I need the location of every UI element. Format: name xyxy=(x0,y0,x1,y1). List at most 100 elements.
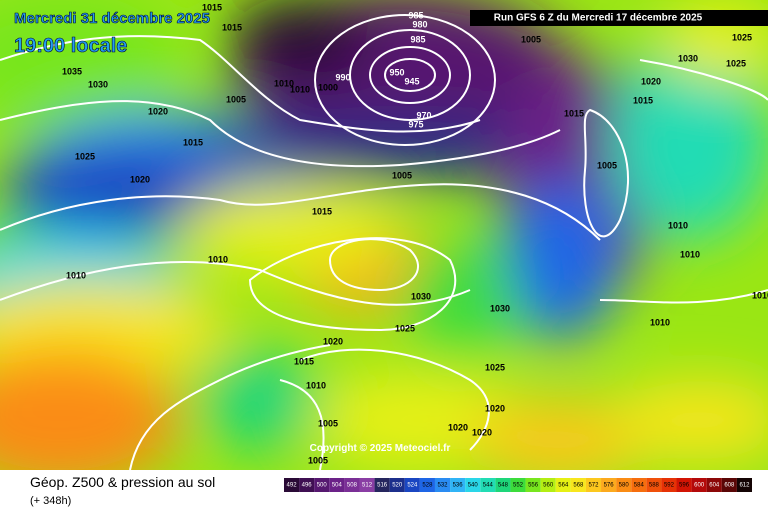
scale-label: 524 xyxy=(407,483,418,489)
isobar-label: 1005 xyxy=(392,170,412,180)
isobar-label: 1010 xyxy=(290,84,310,94)
scale-label: 596 xyxy=(679,483,690,489)
color-swatch xyxy=(525,478,541,492)
color-swatch xyxy=(736,478,752,492)
scale-label: 580 xyxy=(619,483,630,489)
isobar-label: 1010 xyxy=(66,270,86,280)
color-swatch xyxy=(691,478,707,492)
color-swatch xyxy=(631,478,647,492)
color-swatch xyxy=(510,478,526,492)
isobar-label: 970 xyxy=(416,110,431,120)
color-swatch xyxy=(374,478,390,492)
isobar-label: 1020 xyxy=(448,422,468,432)
scale-label: 556 xyxy=(528,483,539,489)
isobar-label: 1030 xyxy=(678,53,698,63)
color-swatch xyxy=(344,478,360,492)
valid-time: 19:00 locale xyxy=(14,35,127,57)
scale-label: 520 xyxy=(392,483,403,489)
isobar-label: 945 xyxy=(404,76,419,86)
isobar-label: 1025 xyxy=(732,32,752,42)
footer-title: Géop. Z500 & pression au sol xyxy=(30,474,215,490)
color-swatch xyxy=(585,478,602,492)
isobar-label: 1010 xyxy=(208,254,228,264)
copyright: Copyright © 2025 Meteociel.fr xyxy=(310,443,451,454)
color-swatch xyxy=(389,478,405,492)
color-swatch xyxy=(570,478,586,492)
isobar-label: 1015 xyxy=(633,95,653,105)
isobar-label: 980 xyxy=(412,19,427,29)
color-swatch xyxy=(329,478,345,492)
scale-label: 528 xyxy=(422,483,433,489)
isobar-labels: 1015101510351030102010251020101510051010… xyxy=(62,2,768,465)
scale-label: 608 xyxy=(724,483,735,489)
isobar-label: 1030 xyxy=(490,303,510,313)
color-swatch xyxy=(676,478,692,492)
isobar-label: 1015 xyxy=(294,356,314,366)
scale-label: 512 xyxy=(362,483,373,489)
color-scale: 492 496 500 504 508 512 516 520 524 528 532 536 540 5… xyxy=(284,478,752,492)
scale-label: 544 xyxy=(483,483,494,489)
color-swatch xyxy=(540,478,556,492)
scale-label: 496 xyxy=(302,483,313,489)
isobar-label: 1005 xyxy=(597,160,617,170)
isobar-label: 1005 xyxy=(226,94,246,104)
scale-label: 560 xyxy=(543,483,554,489)
color-swatch xyxy=(495,478,511,492)
isobar-label: 1030 xyxy=(88,79,108,89)
isobar-label: 1010 xyxy=(650,317,670,327)
color-swatch xyxy=(299,478,315,492)
scale-label: 564 xyxy=(558,483,569,489)
isobar-label: 1020 xyxy=(148,106,168,116)
color-swatch xyxy=(480,478,496,492)
isobar-label: 985 xyxy=(408,10,423,20)
isobar-label: 1020 xyxy=(323,336,343,346)
color-swatch xyxy=(646,478,662,492)
scale-label: 572 xyxy=(588,483,599,489)
scale-label: 604 xyxy=(709,483,720,489)
color-swatch xyxy=(314,478,330,492)
isobar-label: 1015 xyxy=(312,206,332,216)
color-swatch xyxy=(555,478,571,492)
scale-label: 592 xyxy=(664,483,675,489)
isobar-label: 1025 xyxy=(75,151,95,161)
isobar-label: 1030 xyxy=(411,291,431,301)
scale-label: 536 xyxy=(453,483,464,489)
isobar-label: 1010 xyxy=(668,220,688,230)
color-swatch xyxy=(359,478,375,492)
isobar-label: 975 xyxy=(408,119,423,129)
isobar-label: 1005 xyxy=(521,34,541,44)
scale-label: 600 xyxy=(694,483,705,489)
isobar-label: 1020 xyxy=(485,403,505,413)
isobars xyxy=(0,14,768,470)
scale-label: 504 xyxy=(332,483,343,489)
color-swatch xyxy=(601,478,617,492)
isobar-label: 1000 xyxy=(318,82,338,92)
color-swatch xyxy=(404,478,420,492)
color-swatch xyxy=(706,478,722,492)
isobar-label: 950 xyxy=(389,67,404,77)
color-swatch xyxy=(419,478,435,492)
scale-label: 576 xyxy=(604,483,615,489)
isobar-label: 1010 xyxy=(306,380,326,390)
forecast-lead: (+ 348h) xyxy=(30,495,71,507)
color-swatch xyxy=(450,478,466,492)
color-swatch xyxy=(616,478,632,492)
scale-label: 492 xyxy=(287,483,298,489)
scale-label: 516 xyxy=(377,483,388,489)
isobar-label: 1020 xyxy=(641,76,661,86)
isobar-label: 1010 xyxy=(752,290,768,300)
isobar-label: 985 xyxy=(410,34,425,44)
isobar-label: 1010 xyxy=(680,249,700,259)
isobar-label: 1015 xyxy=(222,22,242,32)
isobar-label: 1025 xyxy=(726,58,746,68)
isobar-label: 1005 xyxy=(318,418,338,428)
isobar-label: 1025 xyxy=(485,362,505,372)
isobar-label: 1015 xyxy=(202,2,222,12)
scale-label: 584 xyxy=(634,483,645,489)
isobar-label: 1015 xyxy=(564,108,584,118)
scale-label: 612 xyxy=(739,483,750,489)
color-swatch xyxy=(721,478,737,492)
scale-label: 548 xyxy=(498,483,509,489)
scale-label: 500 xyxy=(317,483,328,489)
